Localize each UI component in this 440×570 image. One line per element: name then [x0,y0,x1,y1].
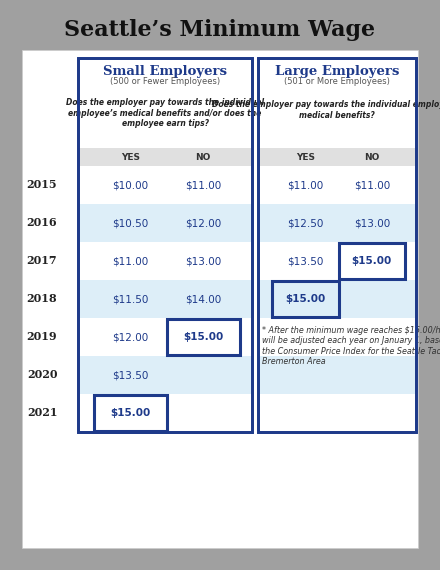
Bar [259,280,415,318]
Text: $12.50: $12.50 [287,218,323,228]
Text: (500 or Fewer Employees): (500 or Fewer Employees) [110,78,220,87]
Text: YES: YES [121,153,139,161]
Bar [79,356,251,394]
Bar [339,243,405,279]
Bar [79,280,251,318]
Text: 2017: 2017 [27,255,57,267]
Bar [79,394,251,432]
Text: * After the minimum wage reaches $15.00/hour, it
will be adjusted each year on J: * After the minimum wage reaches $15.00/… [262,326,440,366]
Bar [78,58,252,432]
Text: 2020: 2020 [27,369,57,381]
Text: $13.50: $13.50 [112,370,148,380]
Bar [259,148,415,166]
Text: NO: NO [196,153,211,161]
Text: Small Employers: Small Employers [103,66,227,79]
Bar [79,148,251,166]
Text: 2018: 2018 [27,294,57,304]
Text: $13.50: $13.50 [287,256,323,266]
Bar [94,395,167,431]
Text: NO: NO [364,153,379,161]
Text: 2019: 2019 [27,332,57,343]
Bar [167,319,240,355]
Text: $10.50: $10.50 [112,218,148,228]
Text: $12.00: $12.00 [112,332,148,342]
Bar [259,394,415,432]
Text: Does the employer pay towards the individual employee’s
medical benefits?: Does the employer pay towards the indivi… [212,100,440,120]
Text: $11.00: $11.00 [287,180,323,190]
Bar [79,204,251,242]
Bar [79,318,251,356]
Bar [259,318,415,356]
Text: (501 or More Employees): (501 or More Employees) [284,78,390,87]
Text: Large Employers: Large Employers [275,66,399,79]
Text: Seattle’s Minimum Wage: Seattle’s Minimum Wage [64,19,376,41]
Text: 2015: 2015 [27,180,57,190]
Bar [259,166,415,204]
Text: $15.00: $15.00 [352,256,392,266]
Text: $11.00: $11.00 [354,180,390,190]
Bar [259,59,415,148]
Bar [258,58,416,432]
Bar [79,242,251,280]
Text: $15.00: $15.00 [110,408,150,418]
Bar [259,356,415,394]
Text: YES: YES [296,153,315,161]
Text: $11.50: $11.50 [112,294,148,304]
Bar [258,58,416,432]
Text: 2021: 2021 [27,408,57,418]
Text: $11.00: $11.00 [112,256,148,266]
Text: $14.00: $14.00 [185,294,221,304]
Bar [259,204,415,242]
Text: $12.00: $12.00 [185,218,221,228]
Text: $13.00: $13.00 [354,218,390,228]
Text: $10.00: $10.00 [112,180,148,190]
Text: $15.00: $15.00 [285,294,326,304]
Bar [79,166,251,204]
Text: $11.00: $11.00 [185,180,221,190]
Text: $15.00: $15.00 [183,332,224,342]
Bar [22,50,418,548]
Bar [272,281,339,317]
Text: Does the employer pay towards the individual
employee’s medical benefits and/or : Does the employer pay towards the indivi… [66,98,264,128]
Bar [259,242,415,280]
Text: 2016: 2016 [27,218,57,229]
Text: $13.00: $13.00 [185,256,221,266]
Bar [79,59,251,148]
Bar [78,58,252,432]
